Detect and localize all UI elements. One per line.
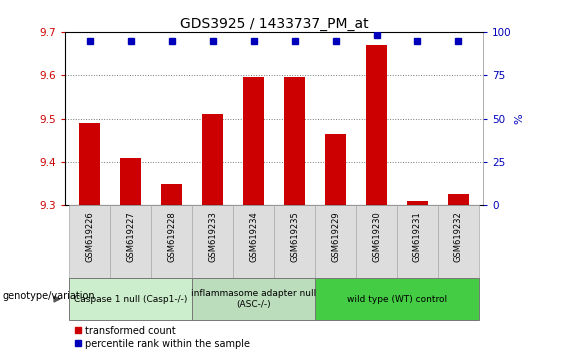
Bar xyxy=(151,205,192,278)
Text: GSM619235: GSM619235 xyxy=(290,211,299,262)
Bar xyxy=(315,278,479,320)
Text: GSM619231: GSM619231 xyxy=(413,211,422,262)
Bar xyxy=(397,205,438,278)
Bar xyxy=(284,76,305,205)
Bar xyxy=(161,184,182,205)
Text: GSM619226: GSM619226 xyxy=(85,211,94,262)
Title: GDS3925 / 1433737_PM_at: GDS3925 / 1433737_PM_at xyxy=(180,17,368,31)
Bar xyxy=(233,205,274,278)
Bar xyxy=(192,205,233,278)
Bar xyxy=(79,123,100,205)
Text: genotype/variation: genotype/variation xyxy=(3,291,95,301)
Text: GSM619229: GSM619229 xyxy=(331,211,340,262)
Bar xyxy=(274,205,315,278)
Text: inflammasome adapter null
(ASC-/-): inflammasome adapter null (ASC-/-) xyxy=(191,289,316,309)
Bar xyxy=(69,278,192,320)
Bar xyxy=(325,134,346,205)
Bar xyxy=(120,158,141,205)
Bar xyxy=(438,205,479,278)
Bar xyxy=(366,45,387,205)
Bar xyxy=(110,205,151,278)
Text: GSM619227: GSM619227 xyxy=(126,211,135,262)
Text: GSM619232: GSM619232 xyxy=(454,211,463,262)
Legend: transformed count, percentile rank within the sample: transformed count, percentile rank withi… xyxy=(70,322,254,353)
Bar xyxy=(202,114,223,205)
Text: GSM619233: GSM619233 xyxy=(208,211,217,262)
Bar xyxy=(192,278,315,320)
Text: GSM619234: GSM619234 xyxy=(249,211,258,262)
Bar xyxy=(407,201,428,205)
Bar xyxy=(244,78,264,205)
Bar xyxy=(69,205,110,278)
Text: wild type (WT) control: wild type (WT) control xyxy=(347,295,447,304)
Bar xyxy=(315,205,356,278)
Bar xyxy=(356,205,397,278)
Text: GSM619230: GSM619230 xyxy=(372,211,381,262)
Text: GSM619228: GSM619228 xyxy=(167,211,176,262)
Text: Caspase 1 null (Casp1-/-): Caspase 1 null (Casp1-/-) xyxy=(74,295,187,304)
Y-axis label: %: % xyxy=(515,113,524,124)
Bar xyxy=(448,194,469,205)
